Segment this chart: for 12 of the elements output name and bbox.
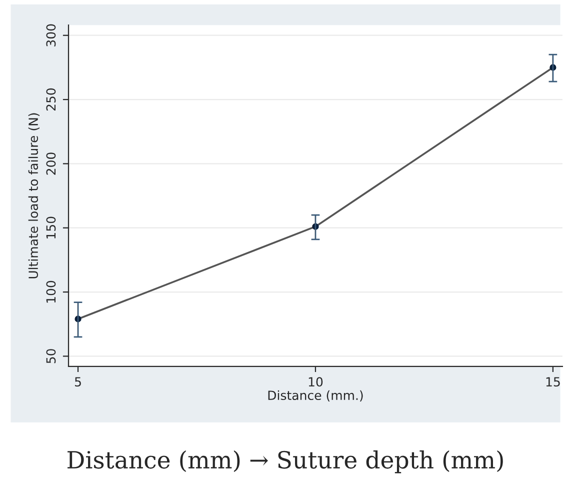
- y-tick-label: 100: [46, 280, 56, 303]
- y-tick-label: 150: [46, 216, 56, 238]
- x-tick-label: 5: [75, 377, 81, 387]
- x-tick-label: 10: [308, 377, 323, 387]
- x-tick-label: 15: [546, 377, 560, 387]
- x-axis-title: Distance (mm.): [268, 390, 363, 402]
- y-tick-label: 300: [46, 24, 56, 46]
- y-tick-label: 200: [46, 152, 56, 175]
- y-axis-title: Ultimate load to failure (N): [28, 113, 40, 278]
- y-tick-label: 50: [46, 349, 56, 364]
- y-tick-label: 250: [46, 88, 56, 111]
- text: Distance (mm) → Suture depth (mm): [68, 450, 503, 474]
